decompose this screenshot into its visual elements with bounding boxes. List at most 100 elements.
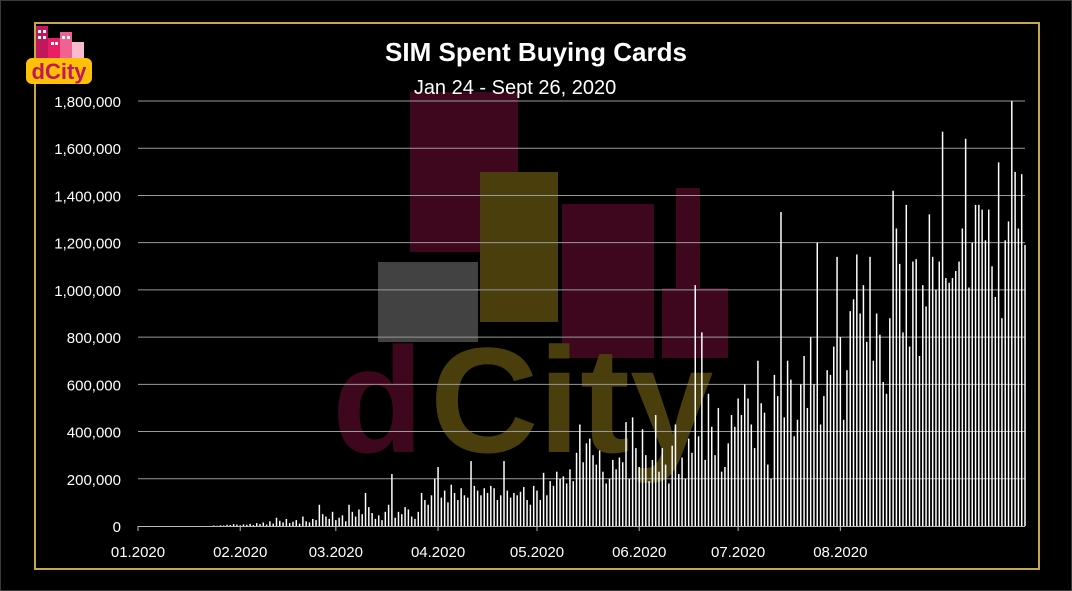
- bar: [275, 517, 278, 526]
- bar: [361, 514, 363, 526]
- bar: [229, 525, 232, 526]
- y-tick-label: 200,000: [67, 472, 121, 489]
- bar: [503, 461, 505, 526]
- bar: [249, 523, 251, 526]
- y-tick-label: 0: [113, 519, 121, 536]
- bar: [490, 485, 492, 526]
- bar: [387, 504, 390, 526]
- bar: [915, 259, 917, 526]
- bar: [292, 521, 294, 526]
- bar: [549, 481, 551, 526]
- bar: [354, 516, 357, 526]
- bar: [318, 504, 321, 526]
- bar: [1024, 245, 1026, 526]
- bar: [315, 520, 317, 526]
- bar: [674, 424, 677, 526]
- bar: [856, 254, 858, 526]
- bar: [331, 511, 334, 526]
- bar: [407, 509, 410, 526]
- bar: [410, 516, 413, 526]
- bar: [443, 490, 446, 526]
- y-tick-label: 600,000: [67, 377, 121, 394]
- bar: [1007, 221, 1010, 526]
- bar: [872, 360, 875, 526]
- bar: [374, 518, 377, 526]
- bar: [763, 412, 766, 526]
- x-tick-label: 08.2020: [813, 544, 867, 561]
- y-tick-label: 1,000,000: [54, 283, 121, 300]
- bar: [272, 523, 274, 526]
- bar: [796, 419, 799, 526]
- bar: [213, 525, 215, 527]
- bar: [453, 492, 456, 526]
- bar: [727, 443, 729, 526]
- x-tick-label: 04.2020: [411, 544, 465, 561]
- y-tick-label: 1,600,000: [54, 141, 121, 158]
- bar: [295, 520, 298, 526]
- bar: [697, 436, 700, 526]
- bar: [638, 466, 640, 526]
- bar: [931, 256, 934, 526]
- y-tick-label: 1,400,000: [54, 188, 121, 205]
- bar: [1020, 174, 1023, 526]
- bar: [717, 407, 720, 526]
- bar: [823, 396, 825, 526]
- bar: [925, 306, 927, 526]
- bar: [645, 455, 647, 526]
- bar: [862, 285, 865, 526]
- bar: [958, 261, 960, 526]
- bar: [358, 509, 360, 526]
- bar: [328, 518, 330, 526]
- bar: [753, 448, 756, 526]
- bar: [767, 464, 769, 526]
- bar: [308, 522, 311, 526]
- bar: [440, 497, 443, 526]
- bar: [1017, 228, 1020, 526]
- bar: [368, 507, 370, 526]
- bar: [246, 524, 248, 526]
- dcity-logo-wordmark: dCity: [32, 59, 88, 84]
- bar: [589, 438, 591, 526]
- bar: [997, 162, 1000, 526]
- bar: [476, 490, 479, 526]
- bar: [552, 485, 555, 526]
- bar: [885, 393, 888, 526]
- bar: [912, 261, 914, 526]
- bar: [509, 497, 512, 526]
- gold-frame: [34, 22, 1040, 570]
- bar: [750, 424, 753, 526]
- bar: [849, 311, 851, 526]
- bar: [987, 209, 990, 526]
- y-tick-label: 400,000: [67, 425, 121, 442]
- bar: [608, 478, 611, 526]
- bar: [460, 488, 462, 526]
- bar: [592, 455, 594, 526]
- bar: [948, 282, 950, 526]
- bar: [809, 337, 812, 526]
- bar: [760, 403, 762, 526]
- bar: [562, 476, 565, 526]
- bar: [434, 478, 436, 526]
- bar: [499, 495, 502, 526]
- bar: [806, 407, 809, 526]
- bar: [704, 459, 706, 526]
- bar: [572, 481, 574, 526]
- bar: [519, 491, 522, 526]
- bar: [437, 466, 439, 526]
- bar: [473, 485, 476, 526]
- bar: [813, 384, 815, 526]
- bar: [793, 436, 795, 526]
- x-tick-label: 02.2020: [213, 544, 267, 561]
- bar: [908, 346, 911, 526]
- bar: [994, 296, 997, 526]
- bar: [585, 443, 588, 526]
- bar: [252, 525, 255, 526]
- bar: [984, 240, 987, 527]
- bar: [602, 471, 604, 526]
- bar: [424, 500, 426, 526]
- bar: [961, 228, 964, 526]
- bar: [351, 511, 354, 526]
- bar: [991, 266, 993, 526]
- bar: [783, 417, 786, 526]
